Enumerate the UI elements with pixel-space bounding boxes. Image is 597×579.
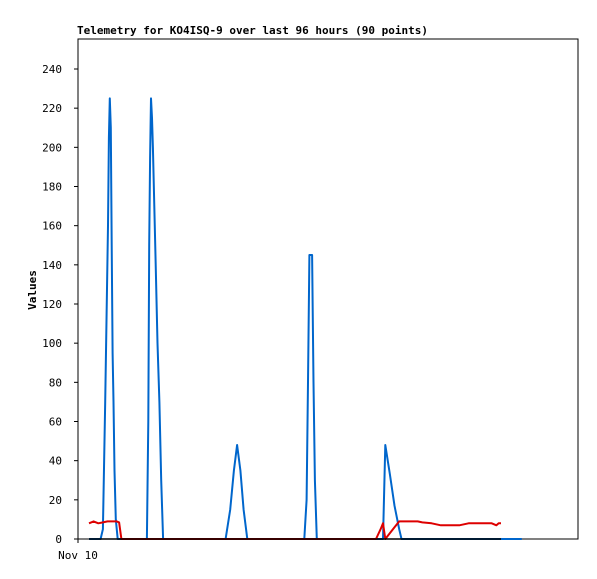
y-tick-label: 200	[42, 141, 62, 154]
y-tick-label: 40	[49, 455, 62, 468]
y-tick-label: 0	[55, 533, 62, 546]
y-tick-label: 160	[42, 220, 62, 233]
series-line-1	[88, 520, 501, 540]
y-axis: 0 20 40 60 80 100 120 140 160 180 200 220 240	[42, 63, 78, 546]
y-tick-label: 180	[42, 181, 62, 194]
y-tick-label: 220	[42, 102, 62, 115]
x-axis: Nov 10	[58, 539, 98, 562]
y-tick-label: 20	[49, 494, 62, 507]
y-axis-label: Values	[26, 270, 39, 310]
x-tick-label: Nov 10	[58, 549, 98, 562]
chart-title: Telemetry for KO4ISQ-9 over last 96 hour…	[77, 24, 428, 37]
y-tick-label: 120	[42, 298, 62, 311]
y-tick-label: 240	[42, 63, 62, 76]
y-tick-label: 140	[42, 259, 62, 272]
plot-frame	[77, 38, 579, 540]
y-tick-label: 60	[49, 416, 62, 429]
y-tick-label: 80	[49, 376, 62, 389]
series-group	[88, 97, 522, 540]
y-tick-label: 100	[42, 337, 62, 350]
